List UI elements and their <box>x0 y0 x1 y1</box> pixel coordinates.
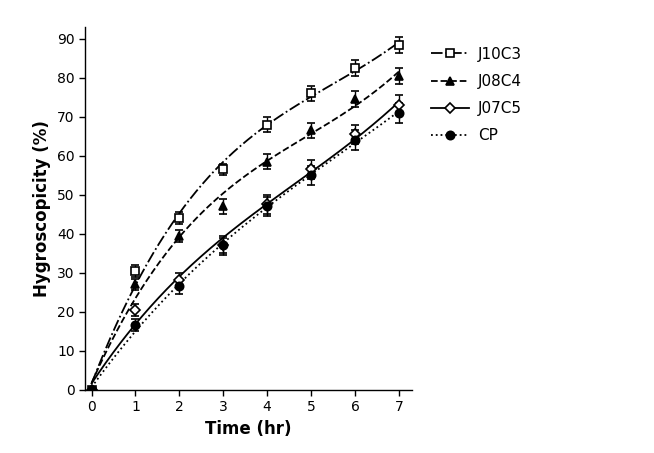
X-axis label: Time (hr): Time (hr) <box>205 419 292 438</box>
Legend: J10C3, J08C4, J07C5, CP: J10C3, J08C4, J07C5, CP <box>426 42 527 148</box>
Y-axis label: Hygroscopicity (%): Hygroscopicity (%) <box>33 120 52 297</box>
